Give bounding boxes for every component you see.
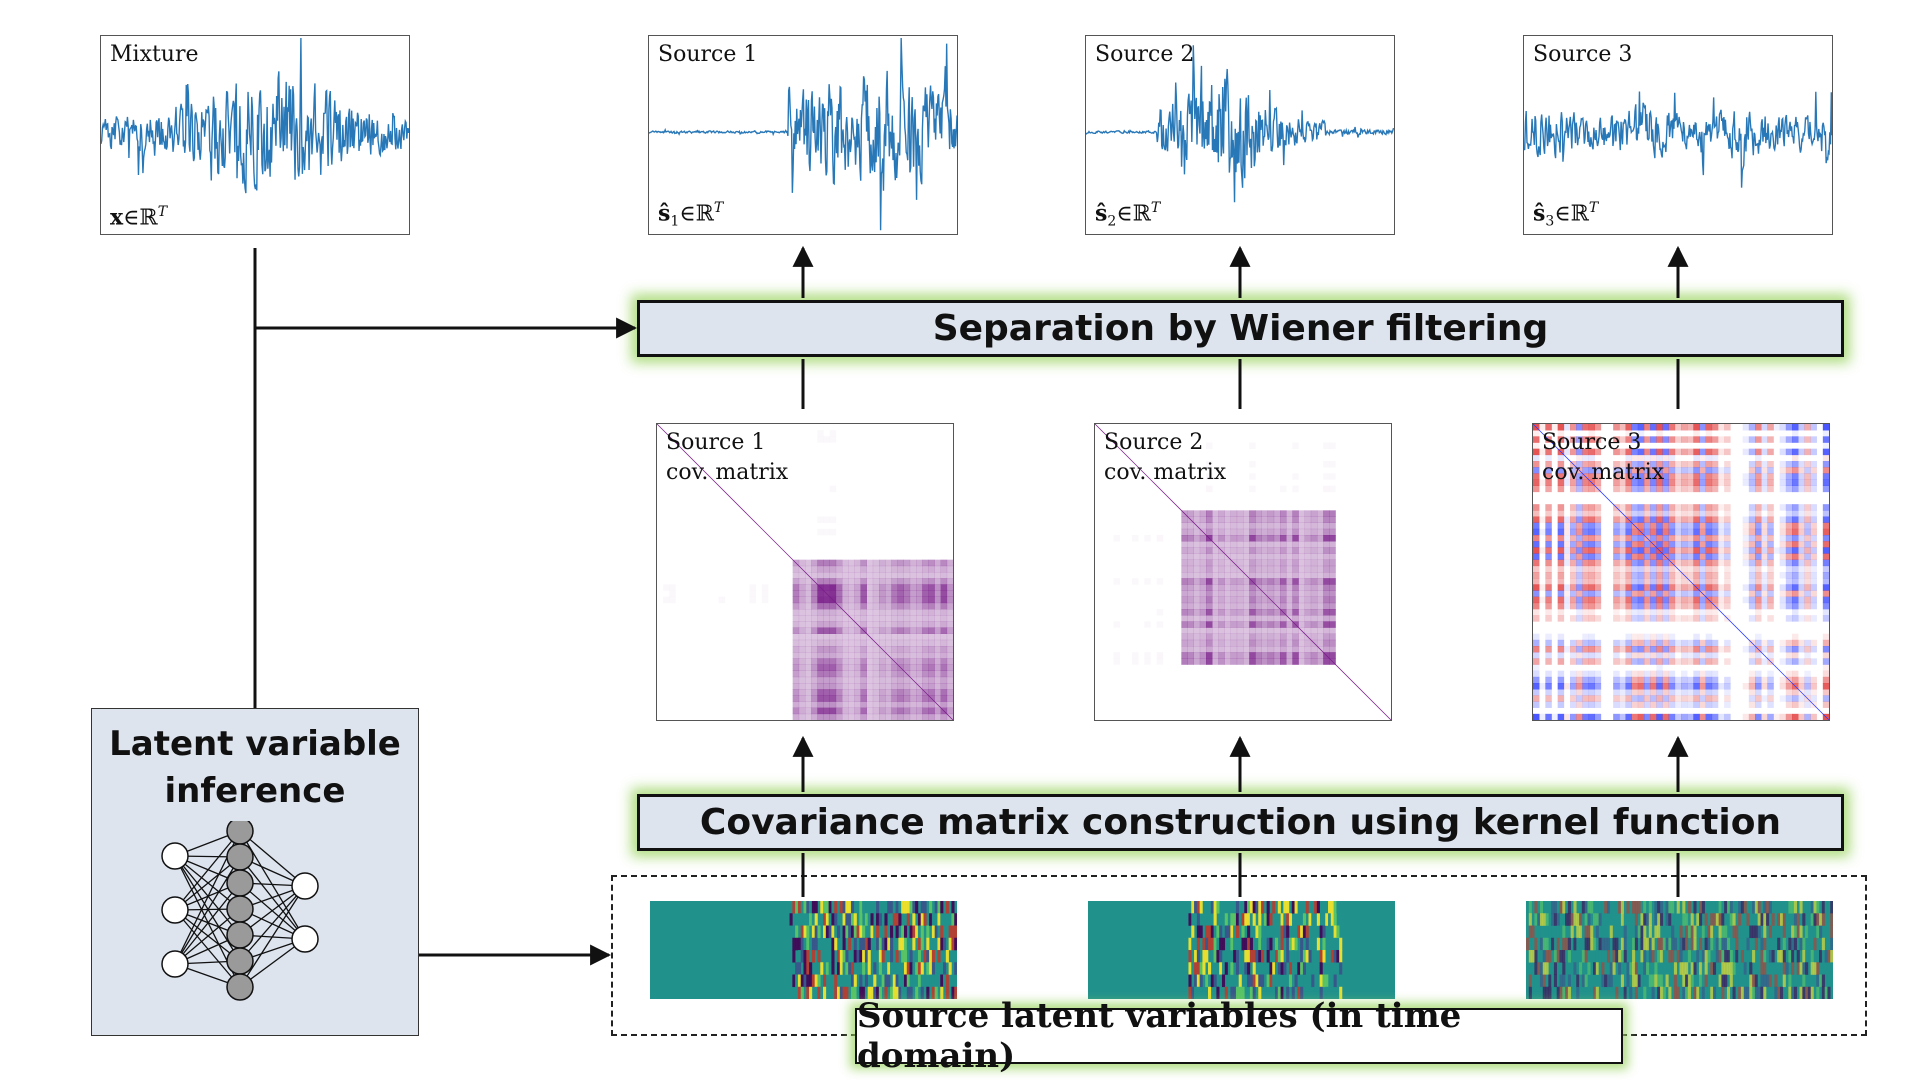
- nn-node: [226, 973, 254, 1001]
- source1-latent-image: [650, 901, 957, 999]
- nn-node: [226, 869, 254, 897]
- latent-inference-title: Latent variable inference: [109, 724, 401, 811]
- waveform-trace: [1524, 91, 1832, 188]
- nn-edge: [174, 909, 241, 962]
- source3-waveform-plot: [1524, 91, 1832, 188]
- covariance-diagonal: [657, 424, 953, 720]
- mixture-waveform-panel: Mixture x∈ℝT: [100, 35, 410, 235]
- source-latent-label: Source latent variables (in time domain): [855, 996, 1623, 1076]
- latent-inference-box: Latent variable inference: [91, 708, 419, 1036]
- covariance-cells: [1156, 485, 1336, 665]
- source3-symbol: ŝ3∈ℝT: [1533, 200, 1599, 230]
- source1-cov-title: Source 1 cov. matrix: [666, 430, 789, 485]
- wiener-filtering-block: Separation by Wiener filtering: [637, 300, 1844, 357]
- source1-symbol: ŝ1∈ℝT: [658, 200, 724, 230]
- nn-node: [226, 821, 254, 845]
- mixture-title: Mixture: [110, 42, 199, 67]
- source2-symbol: ŝ2∈ℝT: [1095, 200, 1161, 230]
- waveform-trace: [1086, 45, 1394, 203]
- source2-title: Source 2: [1095, 42, 1195, 67]
- neural-network-icon: [161, 821, 319, 1001]
- source3-covariance-matrix: [1533, 424, 1829, 720]
- nn-edge: [174, 855, 241, 962]
- covariance-construction-block: Covariance matrix construction using ker…: [637, 794, 1844, 851]
- waveform-trace: [101, 37, 409, 194]
- source3-waveform-panel: Source 3 ŝ3∈ℝT: [1523, 35, 1833, 235]
- mixture-waveform-plot: [101, 37, 409, 194]
- source3-latent-image: [1526, 901, 1833, 999]
- source1-waveform-plot: [649, 37, 957, 231]
- source2-waveform-plot: [1086, 45, 1394, 203]
- source2-waveform-panel: Source 2 ŝ2∈ℝT: [1085, 35, 1395, 235]
- nn-node: [161, 950, 189, 978]
- source3-title: Source 3: [1533, 42, 1633, 67]
- nn-edge: [174, 855, 241, 936]
- source3-cov-title: Source 3 cov. matrix: [1542, 430, 1665, 485]
- nn-edge: [239, 885, 306, 962]
- nn-edge: [174, 882, 241, 965]
- source1-covariance-panel: Source 1 cov. matrix: [656, 423, 954, 721]
- nn-edge: [174, 855, 241, 910]
- covariance-cells: [792, 559, 953, 720]
- nn-node: [226, 895, 254, 923]
- covariance-diagonal: [1533, 424, 1829, 720]
- covariance-cells: [1533, 424, 1829, 720]
- nn-edge: [239, 885, 306, 988]
- nn-edge: [174, 909, 241, 988]
- nn-edge: [174, 856, 241, 911]
- nn-node: [291, 872, 319, 900]
- nn-node: [161, 896, 189, 924]
- nn-node: [226, 843, 254, 871]
- source2-covariance-matrix: [1095, 424, 1391, 720]
- nn-edge: [239, 830, 306, 887]
- source2-cov-title: Source 2 cov. matrix: [1104, 430, 1227, 485]
- nn-node: [161, 842, 189, 870]
- source3-covariance-panel: Source 3 cov. matrix: [1532, 423, 1830, 721]
- source2-covariance-panel: Source 2 cov. matrix: [1094, 423, 1392, 721]
- nn-node: [226, 947, 254, 975]
- covariance-diagonal: [1095, 424, 1391, 720]
- source1-title: Source 1: [658, 42, 758, 67]
- nn-node: [226, 921, 254, 949]
- nn-node: [291, 925, 319, 953]
- waveform-trace: [649, 37, 957, 231]
- source2-latent-image: [1088, 901, 1395, 999]
- nn-edge: [174, 908, 241, 965]
- source1-waveform-panel: Source 1 ŝ1∈ℝT: [648, 35, 958, 235]
- source1-covariance-matrix: [657, 424, 953, 720]
- nn-edge: [174, 830, 241, 911]
- mixture-symbol: x∈ℝT: [110, 203, 168, 230]
